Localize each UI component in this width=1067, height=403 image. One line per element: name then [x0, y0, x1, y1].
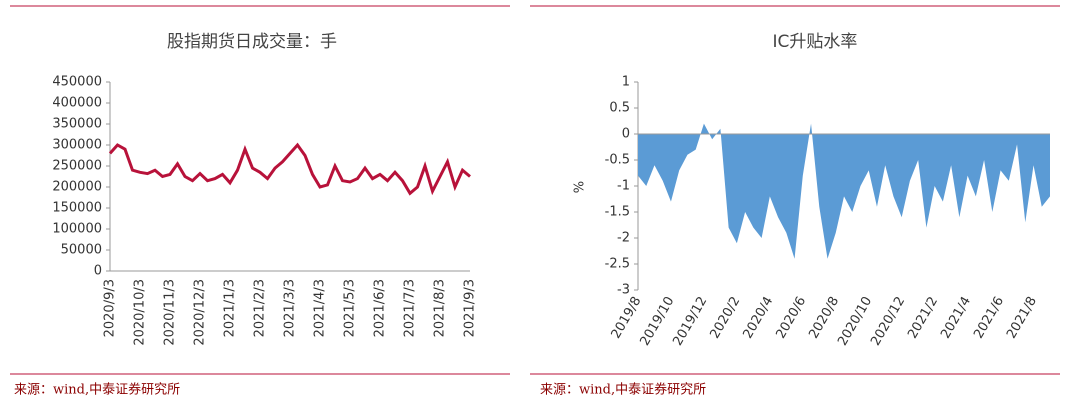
y-tick-label: 200000	[52, 180, 102, 195]
x-tick-label: 2020/10/3	[133, 279, 148, 346]
y-tick-label: -0.5	[605, 153, 630, 168]
x-tick-label: 2021/8	[1004, 294, 1040, 341]
x-tick-label: 2020/9/3	[103, 279, 118, 337]
line	[108, 142, 471, 196]
y-tick-label: 400000	[52, 96, 102, 111]
x-tick-label: 2020/2	[708, 294, 744, 341]
y-tick-label: 250000	[52, 159, 102, 174]
y-tick-label: -2	[617, 231, 630, 246]
y-tick-label: -3	[617, 283, 630, 298]
x-tick-label: 2021/5/3	[343, 279, 358, 337]
x-tick-label: 2021/7/3	[403, 279, 418, 337]
y-tick-label: 0.5	[609, 101, 630, 116]
x-tick-label: 2021/4	[938, 294, 974, 341]
y-axis-label: %	[573, 181, 588, 193]
x-tick-label: 2021/6/3	[373, 279, 388, 337]
y-tick-label: -1	[617, 179, 630, 194]
x-tick-label: 2020/4	[740, 294, 776, 341]
chart-title: IC升贴水率	[773, 32, 858, 52]
x-tick-label: 2021/6	[971, 294, 1007, 341]
x-tick-label: 2020/8	[806, 294, 842, 341]
chart-title: 股指期货日成交量：手	[167, 32, 337, 52]
y-tick-label: -1.5	[605, 205, 630, 220]
y-tick-label: 450000	[52, 75, 102, 90]
x-tick-label: 2021/2/3	[253, 279, 268, 337]
source: 来源：wind,中泰证券研究所	[14, 382, 180, 398]
y-tick-label: 350000	[52, 117, 102, 132]
area	[638, 123, 1050, 259]
y-tick-label: 0	[94, 264, 102, 279]
y-tick-label: 300000	[52, 138, 102, 153]
y-tick-label: 100000	[52, 222, 102, 237]
y-tick-label: 1	[622, 75, 630, 90]
x-tick-label: 2019/8	[609, 294, 645, 341]
x-tick-label: 2020/11/3	[163, 279, 178, 346]
y-tick-label: -2.5	[605, 257, 630, 272]
x-tick-label: 2020/6	[773, 294, 809, 341]
y-tick-label: 0	[622, 127, 630, 142]
x-tick-label: 2021/4/3	[313, 279, 328, 337]
source: 来源：wind,中泰证券研究所	[540, 382, 706, 398]
y-tick-label: 50000	[61, 243, 102, 258]
x-tick-label: 2021/3/3	[283, 279, 298, 337]
x-tick-label: 2021/9/3	[463, 279, 478, 337]
y-tick-label: 150000	[52, 201, 102, 216]
x-tick-label: 2021/1/3	[223, 279, 238, 337]
x-tick-label: 2021/2	[905, 294, 941, 341]
x-tick-label: 2021/8/3	[433, 279, 448, 337]
x-tick-label: 2020/12/3	[193, 279, 208, 346]
